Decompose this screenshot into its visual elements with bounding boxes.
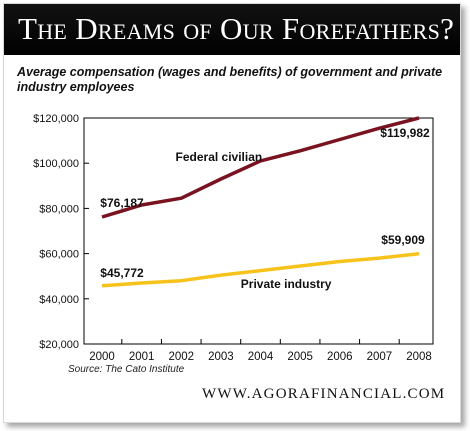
series-labels: Federal civilian Private industry $76,187 $… [100,126,430,291]
website-link[interactable]: WWW.AGORAFINANCIAL.COM [202,386,446,402]
y-tick-label: $40,000 [39,294,79,306]
series-line-0 [101,116,420,219]
series-line-1 [101,252,420,288]
y-tick-label: $80,000 [39,203,79,215]
x-tick-label: 2001 [129,351,155,363]
y-tick-label: $100,000 [33,158,79,170]
source-note: Source: The Cato Institute [68,364,185,375]
annotation-federal-start: $76,187 [100,196,144,210]
series-name-private: Private industry [241,277,332,291]
annotation-private-start: $45,772 [100,266,144,280]
x-tick-label: 2000 [89,351,115,363]
chart-card: The Dreams of Our Forefathers? Average c… [3,3,461,423]
x-tick-label: 2003 [208,351,234,363]
line-chart: $20,000 $40,000 $60,000 $80,000 $100,000 $120… [33,113,434,363]
x-tick-label: 2006 [327,351,353,363]
x-tick-label: 2008 [406,351,432,363]
y-tick-label: $120,000 [33,113,79,125]
y-tick-label: $20,000 [39,339,79,351]
x-tick-label: 2005 [287,351,313,363]
annotation-federal-end: $119,982 [380,126,430,140]
y-axis-ticks: $20,000 $40,000 $60,000 $80,000 $100,000 $120… [33,113,89,351]
x-tick-label: 2007 [367,351,393,363]
x-tick-label: 2004 [248,351,274,363]
annotation-private-end: $59,909 [381,233,425,247]
x-tick-label: 2002 [168,351,194,363]
series-lines [101,116,420,288]
series-name-federal: Federal civilian [176,150,263,164]
x-axis-ticks: 2000 2001 2002 2003 2004 2005 2006 2007 2008 [89,339,432,363]
title-banner: The Dreams of Our Forefathers? [4,4,460,55]
y-tick-label: $60,000 [39,249,79,261]
page-title: The Dreams of Our Forefathers? [18,11,455,46]
plot-frame [83,117,434,345]
chart-subtitle: Average compensation (wages and benefits… [17,65,443,94]
